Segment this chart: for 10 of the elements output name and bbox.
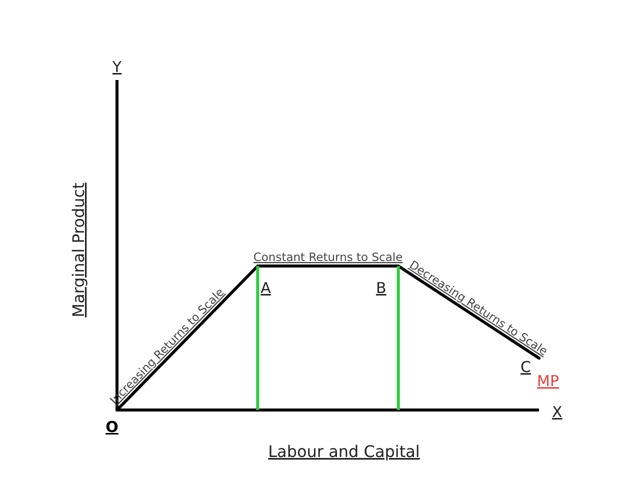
text: X	[552, 403, 562, 421]
series-label: MP	[537, 372, 559, 390]
text: Y	[111, 58, 122, 76]
text: Constant Returns to Scale	[253, 250, 403, 264]
annotation: A	[260, 279, 272, 297]
y-axis-title: Marginal Product	[69, 182, 88, 318]
x-axis-title: Labour and Capital	[268, 442, 420, 461]
text: O	[106, 418, 118, 436]
annotation: B	[376, 279, 386, 297]
annotation: C	[520, 358, 531, 376]
